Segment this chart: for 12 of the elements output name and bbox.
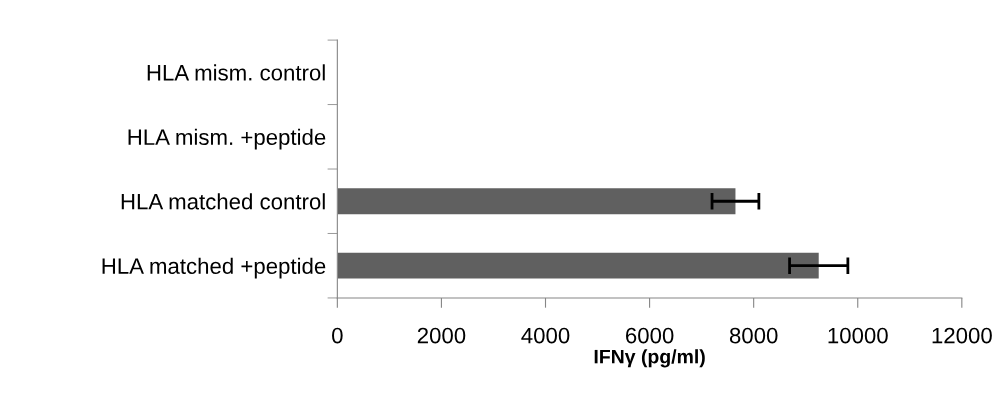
x-tick-label: 6000 bbox=[626, 327, 674, 344]
y-tick-label: HLA mism. control bbox=[147, 64, 325, 81]
x-axis-title: IFNγ (pg/ml) bbox=[594, 349, 705, 368]
x-tick-label: 12000 bbox=[932, 327, 992, 344]
x-tick-label: 8000 bbox=[729, 327, 778, 344]
y-tick-label: HLA mism. +peptide bbox=[128, 128, 326, 150]
x-tick-label: 0 bbox=[332, 327, 343, 344]
x-tick-label: 10000 bbox=[828, 327, 888, 344]
x-tick-label: 4000 bbox=[521, 327, 570, 344]
y-tick-label: HLA matched control bbox=[121, 193, 325, 210]
x-tick-label: 2000 bbox=[417, 327, 466, 344]
y-tick-label: HLA matched +peptide bbox=[102, 257, 326, 279]
